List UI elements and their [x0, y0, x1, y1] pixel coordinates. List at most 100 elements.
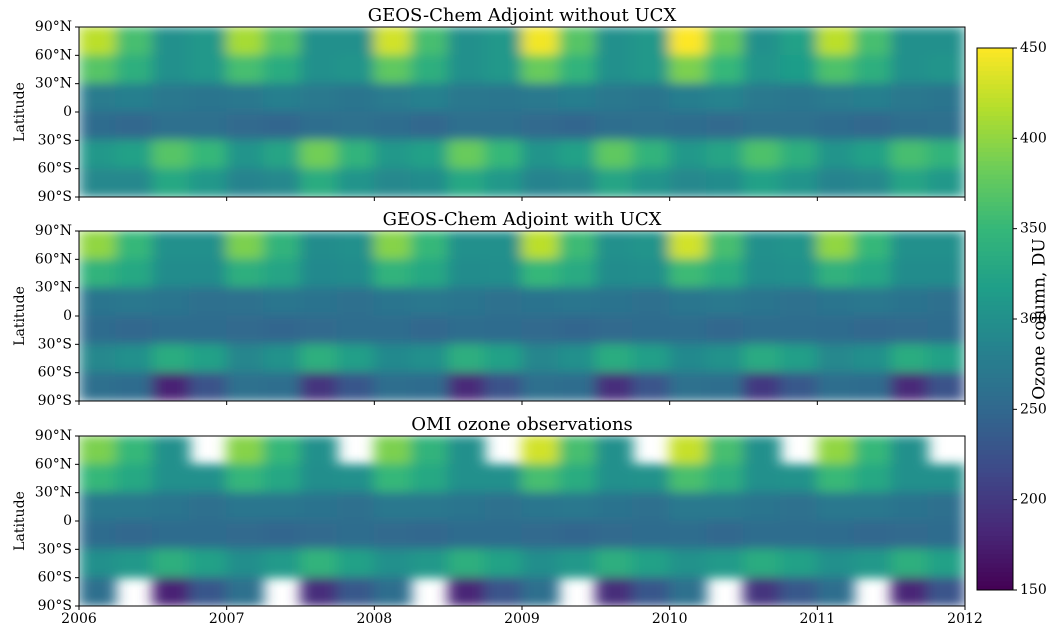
colorbar-swatch — [977, 228, 1013, 234]
cell — [373, 139, 412, 170]
cell — [79, 343, 117, 374]
cell — [669, 520, 708, 550]
cell — [521, 372, 560, 401]
cell — [373, 83, 412, 113]
cell — [115, 287, 154, 317]
cell — [706, 343, 744, 374]
cell — [263, 258, 301, 289]
cell — [79, 577, 117, 606]
colorbar-swatch — [977, 196, 1013, 202]
cell — [410, 83, 449, 113]
cell — [853, 315, 892, 345]
y-axis-label: Latitude — [12, 82, 28, 142]
cells — [79, 27, 965, 197]
cell — [336, 83, 375, 113]
cell — [595, 463, 634, 494]
cell — [521, 548, 560, 579]
cell — [263, 168, 301, 197]
x-tick-label: 2008 — [357, 611, 393, 623]
cell — [779, 577, 818, 606]
cell — [263, 463, 301, 494]
cell — [706, 139, 744, 170]
colorbar-swatch — [977, 101, 1013, 108]
cell — [853, 372, 892, 401]
colorbar-swatch — [977, 129, 1013, 135]
cell — [410, 54, 449, 85]
colorbar-swatch — [977, 264, 1013, 270]
cell — [189, 231, 228, 260]
cell — [115, 168, 154, 197]
colorbar-swatch — [977, 138, 1013, 144]
cell — [79, 520, 117, 550]
cell — [779, 139, 818, 170]
y-tick-label: 30°N — [35, 280, 72, 296]
cell — [226, 139, 265, 170]
cell — [669, 139, 708, 170]
colorbar-swatch — [977, 467, 1013, 473]
colorbar-swatch — [977, 61, 1013, 67]
colorbar-swatch — [977, 558, 1013, 564]
cell — [300, 372, 338, 401]
cell — [558, 168, 597, 197]
colorbar-swatch — [977, 151, 1013, 157]
cell — [189, 258, 228, 289]
colorbar-swatch — [977, 47, 1013, 53]
cell — [706, 111, 744, 141]
cell — [632, 287, 671, 317]
cell — [373, 27, 412, 56]
cell — [336, 168, 375, 197]
cell — [410, 372, 449, 401]
colorbar-swatch — [977, 540, 1013, 546]
cell — [447, 463, 486, 494]
cell — [484, 372, 523, 401]
cell — [521, 139, 560, 170]
cell — [706, 287, 744, 317]
cell — [521, 492, 560, 522]
cell — [890, 168, 929, 197]
colorbar-swatch — [977, 562, 1013, 568]
colorbar-swatch — [977, 110, 1013, 117]
cell — [189, 83, 228, 113]
cell — [816, 577, 855, 606]
cell — [300, 27, 338, 56]
cell — [373, 577, 412, 606]
cell — [669, 258, 708, 289]
cell — [706, 436, 744, 465]
cell — [336, 520, 375, 550]
y-tick-label: 90°S — [38, 189, 72, 205]
cell — [226, 287, 265, 317]
cell — [373, 54, 412, 85]
cell — [447, 27, 486, 56]
cell — [300, 168, 338, 197]
cell — [152, 111, 191, 141]
colorbar-swatch — [977, 79, 1013, 85]
colorbar-swatch — [977, 404, 1013, 410]
cell — [595, 520, 634, 550]
cell — [669, 577, 708, 606]
colorbar-swatch — [977, 300, 1013, 306]
colorbar-swatch — [977, 323, 1013, 329]
colorbar-swatch — [977, 508, 1013, 514]
cell — [816, 343, 855, 374]
cell — [447, 577, 486, 606]
cell — [336, 548, 375, 579]
colorbar-swatch — [977, 494, 1013, 500]
cell — [558, 372, 597, 401]
cell — [410, 548, 449, 579]
cell — [779, 111, 818, 141]
cell — [410, 343, 449, 374]
cell — [263, 287, 301, 317]
cell — [632, 492, 671, 522]
colorbar-swatch — [977, 440, 1013, 446]
cell — [706, 492, 744, 522]
cell — [152, 287, 191, 317]
cell — [189, 492, 228, 522]
y-tick-label: 30°S — [38, 336, 72, 352]
cell — [816, 111, 855, 141]
cell — [706, 315, 744, 345]
cell — [706, 463, 744, 494]
cell — [558, 83, 597, 113]
y-tick-label: 90°N — [35, 19, 72, 35]
colorbar-swatch — [977, 499, 1013, 505]
cell — [558, 343, 597, 374]
